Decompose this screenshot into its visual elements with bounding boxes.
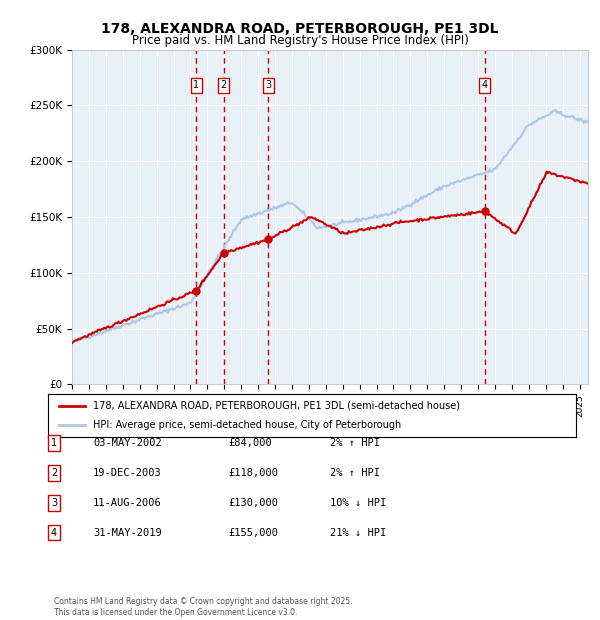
Text: 19-DEC-2003: 19-DEC-2003 [93, 468, 162, 478]
Text: 3: 3 [51, 498, 57, 508]
Text: 2% ↑ HPI: 2% ↑ HPI [330, 438, 380, 448]
Text: 3: 3 [265, 81, 271, 91]
Text: 4: 4 [482, 81, 488, 91]
Text: £84,000: £84,000 [228, 438, 272, 448]
Text: 10% ↓ HPI: 10% ↓ HPI [330, 498, 386, 508]
Text: Contains HM Land Registry data © Crown copyright and database right 2025.
This d: Contains HM Land Registry data © Crown c… [54, 598, 353, 617]
Text: £118,000: £118,000 [228, 468, 278, 478]
Text: 1: 1 [193, 81, 199, 91]
Text: 2: 2 [221, 81, 227, 91]
Text: 31-MAY-2019: 31-MAY-2019 [93, 528, 162, 538]
Text: 4: 4 [51, 528, 57, 538]
Text: 21% ↓ HPI: 21% ↓ HPI [330, 528, 386, 538]
Text: £130,000: £130,000 [228, 498, 278, 508]
Text: HPI: Average price, semi-detached house, City of Peterborough: HPI: Average price, semi-detached house,… [93, 420, 401, 430]
Text: 178, ALEXANDRA ROAD, PETERBOROUGH, PE1 3DL (semi-detached house): 178, ALEXANDRA ROAD, PETERBOROUGH, PE1 3… [93, 401, 460, 411]
Text: Price paid vs. HM Land Registry's House Price Index (HPI): Price paid vs. HM Land Registry's House … [131, 34, 469, 47]
Text: 03-MAY-2002: 03-MAY-2002 [93, 438, 162, 448]
Text: £155,000: £155,000 [228, 528, 278, 538]
Text: 2% ↑ HPI: 2% ↑ HPI [330, 468, 380, 478]
Text: 1: 1 [51, 438, 57, 448]
Text: 178, ALEXANDRA ROAD, PETERBOROUGH, PE1 3DL: 178, ALEXANDRA ROAD, PETERBOROUGH, PE1 3… [101, 22, 499, 36]
Text: 11-AUG-2006: 11-AUG-2006 [93, 498, 162, 508]
Text: 2: 2 [51, 468, 57, 478]
